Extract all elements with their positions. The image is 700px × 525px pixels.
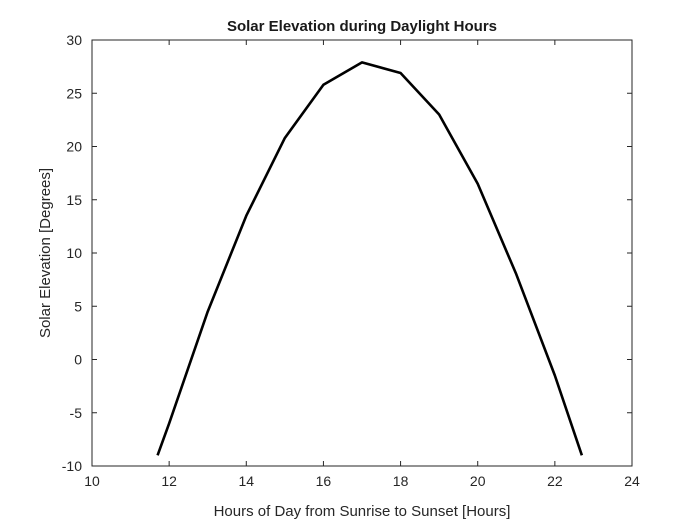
series-line: [156, 61, 584, 456]
y-tick-label: -10: [62, 458, 82, 474]
x-tick-label: 14: [238, 473, 254, 489]
series-group: [156, 61, 584, 456]
y-tick-label: 20: [66, 139, 82, 155]
x-tick-labels: 10 12 14 16 18 20 22 24: [84, 473, 640, 489]
y-tick-label: 30: [66, 32, 82, 48]
y-tick-label: 5: [74, 298, 82, 314]
y-tick-label: 10: [66, 245, 82, 261]
y-tick-labels: -10 -5 0 5 10 15 20 25 30: [62, 32, 82, 474]
x-tick-label: 22: [547, 473, 563, 489]
x-tick-label: 18: [393, 473, 409, 489]
y-tick-label: 0: [74, 352, 82, 368]
y-tick-label: -5: [70, 405, 83, 421]
y-tick-label: 15: [66, 192, 82, 208]
plot-area: [91, 39, 633, 467]
x-axis-label: Hours of Day from Sunrise to Sunset [Hou…: [214, 503, 511, 520]
x-tick-label: 16: [316, 473, 332, 489]
x-tick-label: 24: [624, 473, 640, 489]
axis-ticks: [91, 39, 633, 467]
chart-title: Solar Elevation during Daylight Hours: [227, 18, 497, 35]
x-tick-label: 20: [470, 473, 486, 489]
x-tick-label: 10: [84, 473, 100, 489]
x-tick-label: 12: [161, 473, 177, 489]
y-tick-label: 25: [66, 85, 82, 101]
y-axis-label: Solar Elevation [Degrees]: [37, 168, 54, 338]
